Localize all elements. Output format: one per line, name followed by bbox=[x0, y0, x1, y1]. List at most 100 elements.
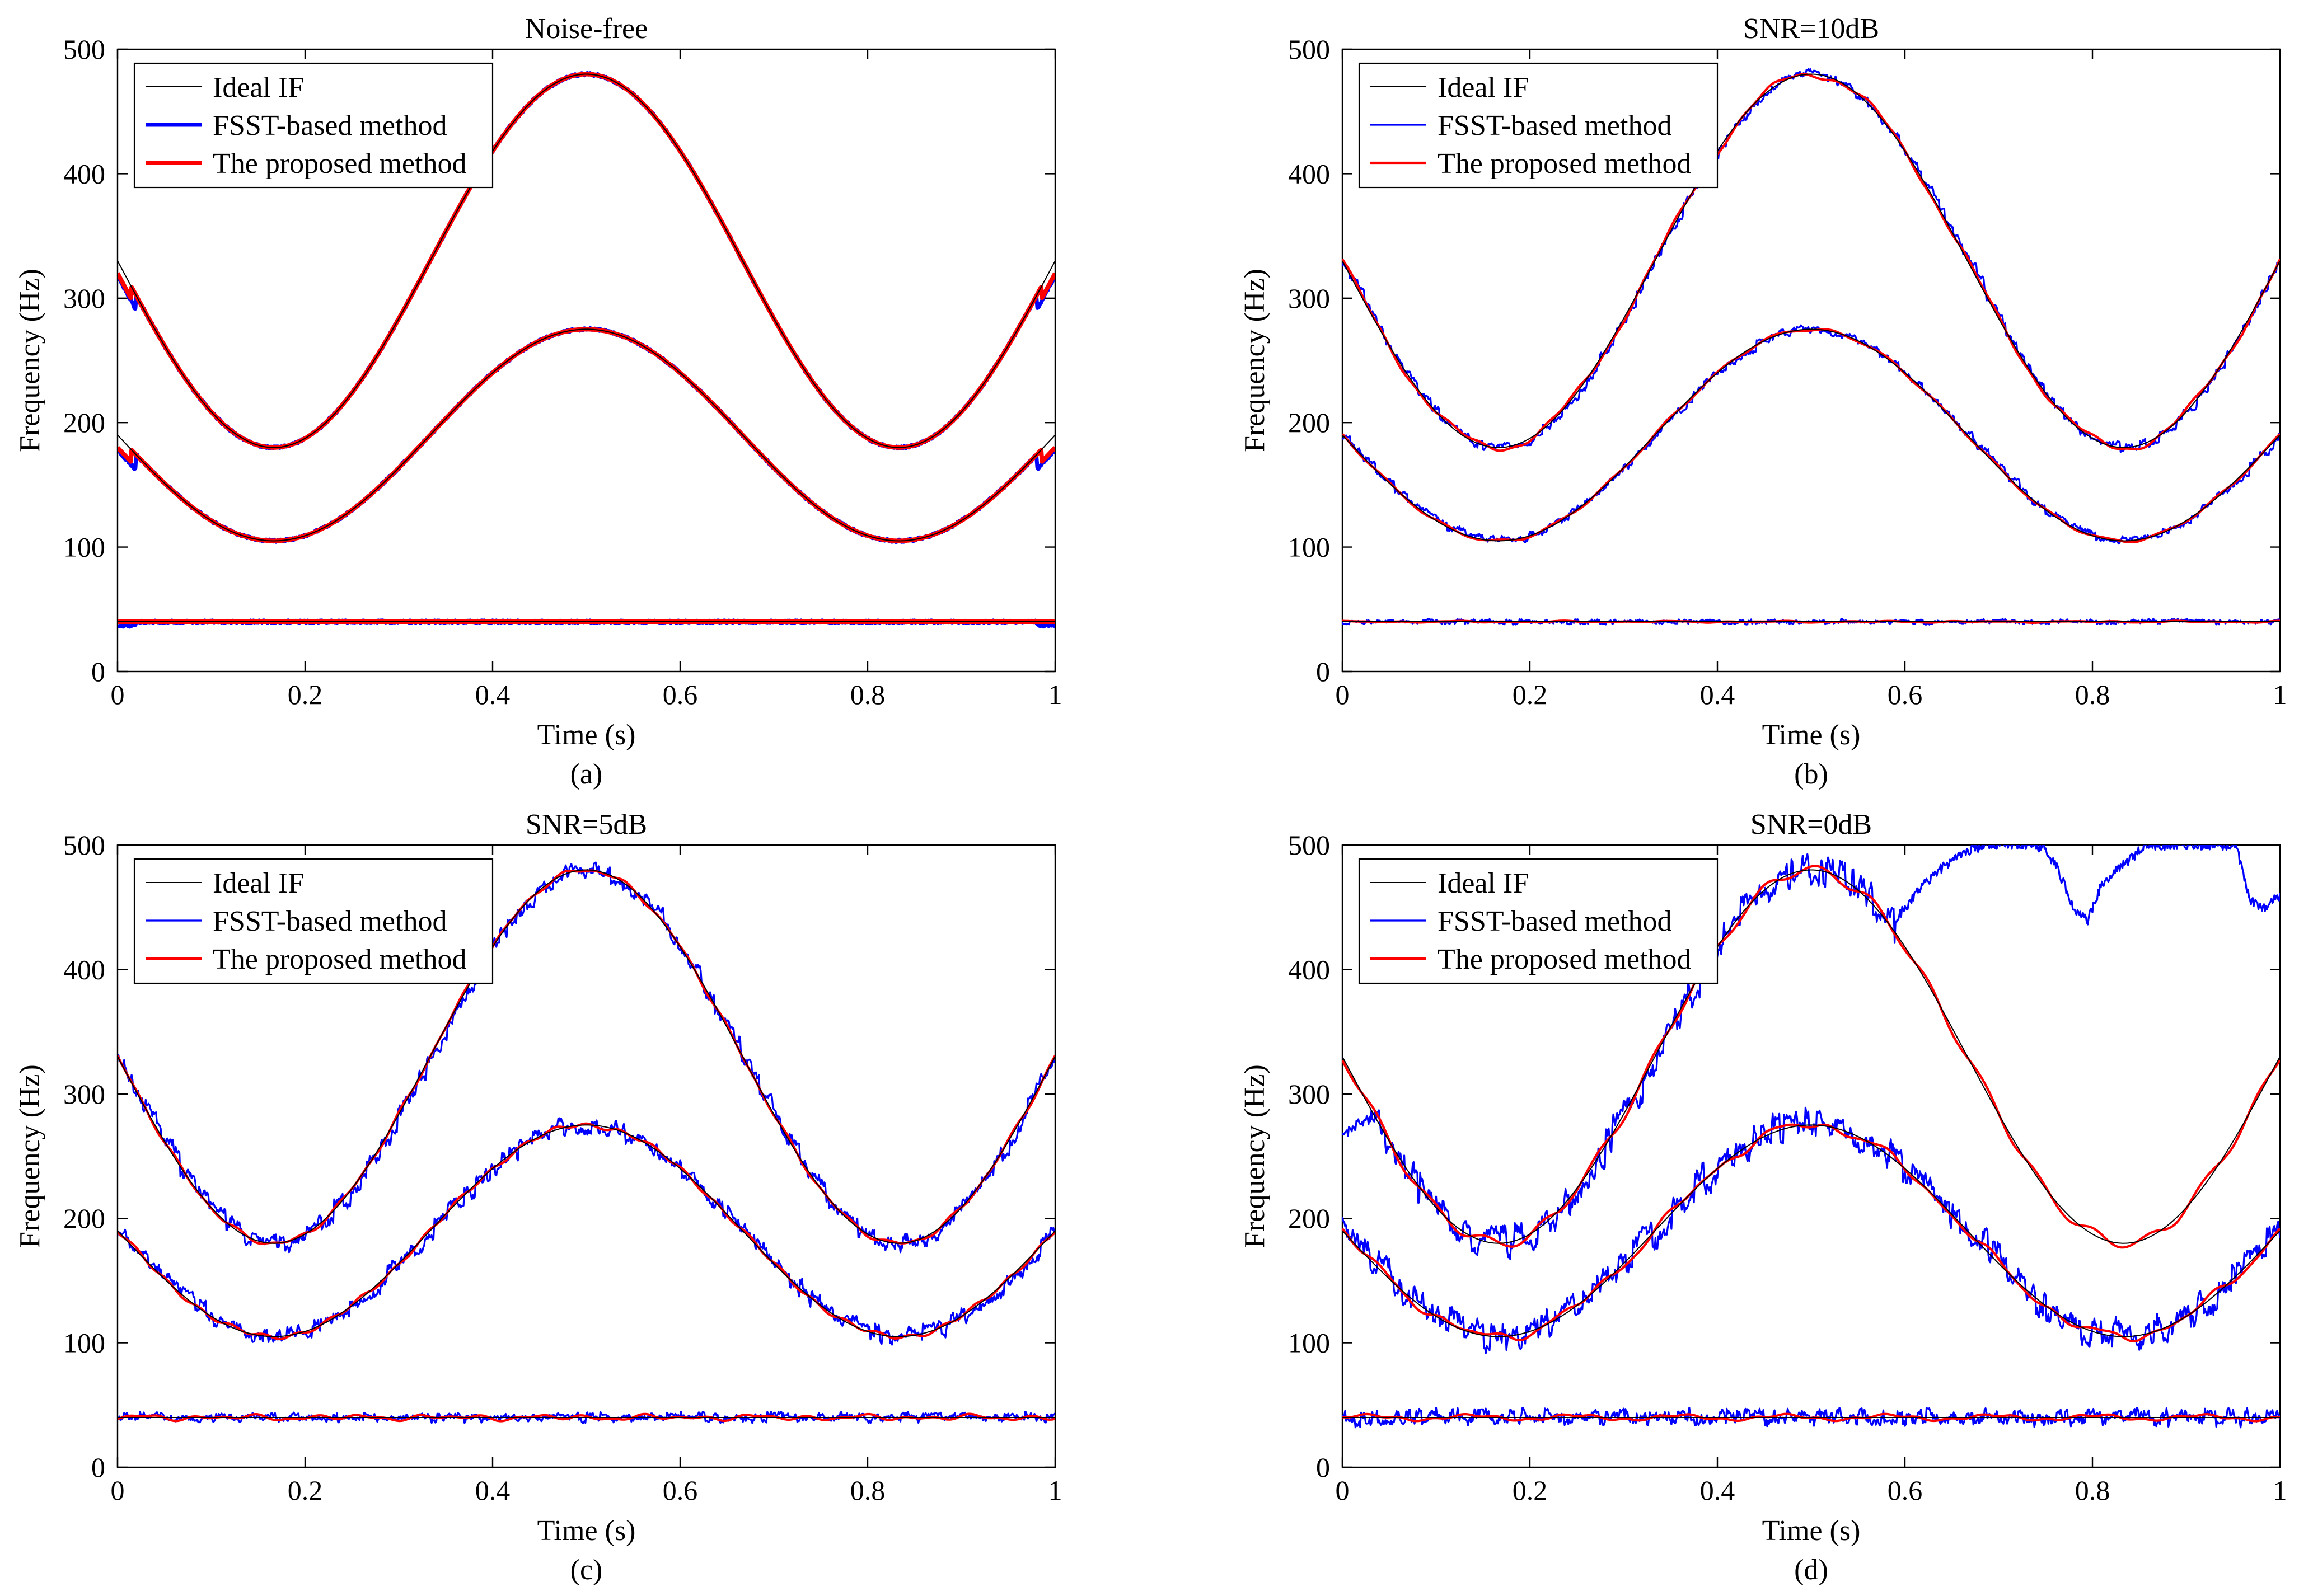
y-tick-label: 100 bbox=[63, 1327, 105, 1359]
y-axis-label: Frequency (Hz) bbox=[14, 269, 46, 452]
chart-title: SNR=5dB bbox=[526, 809, 647, 841]
x-axis-label: Time (s) bbox=[537, 1515, 636, 1547]
legend-label: Ideal IF bbox=[1438, 72, 1529, 104]
fsst-series-component-1 bbox=[1342, 845, 2280, 1260]
ideal-if-component-2 bbox=[118, 1124, 1055, 1337]
x-tick-label: 1 bbox=[2273, 1475, 2287, 1506]
ideal-if-component-1 bbox=[118, 73, 1055, 448]
y-tick-label: 500 bbox=[1288, 34, 1330, 65]
y-tick-label: 200 bbox=[63, 1203, 105, 1234]
x-tick-label: 0.4 bbox=[1700, 679, 1735, 710]
legend-label: The proposed method bbox=[213, 148, 466, 180]
panel-caption: (b) bbox=[1794, 758, 1828, 790]
chart-title: Noise-free bbox=[525, 13, 648, 45]
x-tick-label: 0.8 bbox=[2075, 1475, 2110, 1506]
series-group-a bbox=[118, 71, 1055, 629]
y-tick-label: 400 bbox=[1288, 954, 1330, 985]
ideal-if-component-2 bbox=[118, 328, 1055, 542]
y-tick-label: 500 bbox=[63, 34, 105, 65]
legend-label: FSST-based method bbox=[1438, 110, 1671, 142]
y-tick-label: 400 bbox=[63, 158, 105, 189]
legend-label: FSST-based method bbox=[1438, 905, 1671, 937]
legend-label: Ideal IF bbox=[1438, 867, 1529, 899]
x-tick-label: 0 bbox=[1336, 679, 1350, 710]
x-tick-label: 1 bbox=[1048, 1475, 1062, 1506]
x-tick-label: 0 bbox=[111, 1475, 125, 1506]
proposed-series-component-1 bbox=[1342, 865, 2280, 1249]
panel-b: 0 0.2 0.4 0.6 0.8 1 0 100 200 300 400 500 SNR=10dB Ti… bbox=[1239, 13, 2287, 790]
proposed-series-component-2 bbox=[118, 1122, 1055, 1341]
fsst-series-component-1 bbox=[1342, 68, 2280, 453]
panel-c: 0 0.2 0.4 0.6 0.8 1 0 100 200 300 400 500 SNR=5dB Tim… bbox=[14, 809, 1062, 1586]
proposed-series-component-3 bbox=[118, 1412, 1055, 1423]
plot-area-a bbox=[116, 48, 1056, 673]
chart-title: SNR=10dB bbox=[1743, 13, 1879, 45]
legend: Ideal IF FSST-based method The proposed me… bbox=[133, 858, 494, 984]
x-tick-label: 0.6 bbox=[1888, 1475, 1923, 1506]
chart-title: SNR=0dB bbox=[1750, 809, 1872, 841]
plot-area-b bbox=[1341, 48, 2281, 673]
ideal-if-component-2 bbox=[1342, 1124, 2280, 1337]
panel-caption: (c) bbox=[570, 1554, 603, 1586]
legend: Ideal IF FSST-based method The proposed me… bbox=[133, 62, 494, 189]
panel-d: 0 0.2 0.4 0.6 0.8 1 0 100 200 300 400 500 SNR=0dB Tim… bbox=[1239, 809, 2287, 1586]
x-tick-label: 0 bbox=[1336, 1475, 1350, 1506]
legend: Ideal IF FSST-based method The proposed me… bbox=[1358, 62, 1719, 189]
y-tick-label: 0 bbox=[91, 656, 105, 687]
x-axis-label: Time (s) bbox=[1762, 719, 1861, 751]
y-axis-label: Frequency (Hz) bbox=[1239, 1064, 1271, 1248]
fsst-series-component-1 bbox=[118, 861, 1055, 1254]
proposed-series-component-2 bbox=[1342, 328, 2280, 543]
y-tick-label: 400 bbox=[63, 954, 105, 985]
y-tick-label: 100 bbox=[1288, 532, 1330, 563]
series-group-c bbox=[118, 861, 1055, 1424]
y-tick-label: 0 bbox=[91, 1452, 105, 1483]
y-tick-label: 300 bbox=[63, 283, 105, 314]
plot-area-c bbox=[116, 844, 1056, 1468]
x-tick-label: 0.4 bbox=[475, 679, 511, 710]
y-tick-label: 300 bbox=[63, 1078, 105, 1110]
x-tick-label: 0.8 bbox=[850, 679, 886, 710]
panel-a: 0 0.2 0.4 0.6 0.8 1 0 100 200 300 400 500 Noise-free… bbox=[14, 13, 1062, 790]
x-tick-label: 0.2 bbox=[288, 679, 323, 710]
x-tick-label: 0.4 bbox=[475, 1475, 511, 1506]
x-tick-label: 0.4 bbox=[1700, 1475, 1735, 1506]
series-group-b bbox=[1342, 68, 2280, 626]
x-tick-label: 0.6 bbox=[1888, 679, 1923, 710]
proposed-series-component-2 bbox=[1342, 1123, 2280, 1342]
ideal-if-component-1 bbox=[118, 869, 1055, 1244]
panel-caption: (a) bbox=[570, 758, 603, 790]
x-tick-label: 0.8 bbox=[850, 1475, 886, 1506]
y-tick-label: 300 bbox=[1288, 283, 1330, 314]
x-tick-label: 0.6 bbox=[663, 1475, 698, 1506]
legend-label: Ideal IF bbox=[213, 72, 304, 104]
legend-label: FSST-based method bbox=[213, 905, 447, 937]
y-tick-label: 200 bbox=[1288, 407, 1330, 438]
series-group-d bbox=[1342, 845, 2280, 1429]
x-axis-label: Time (s) bbox=[537, 719, 636, 751]
proposed-series-component-1 bbox=[1342, 73, 2280, 452]
x-tick-label: 0 bbox=[111, 679, 125, 710]
y-tick-label: 0 bbox=[1316, 1452, 1330, 1483]
legend-label: The proposed method bbox=[1438, 943, 1691, 975]
legend-label: Ideal IF bbox=[213, 867, 304, 899]
legend-label: The proposed method bbox=[213, 943, 466, 975]
legend-label: FSST-based method bbox=[213, 110, 447, 142]
y-tick-label: 0 bbox=[1316, 656, 1330, 687]
y-tick-label: 100 bbox=[63, 532, 105, 563]
x-tick-label: 0.2 bbox=[1513, 1475, 1548, 1506]
x-axis-label: Time (s) bbox=[1762, 1515, 1861, 1547]
y-tick-label: 200 bbox=[1288, 1203, 1330, 1234]
y-tick-label: 500 bbox=[63, 829, 105, 861]
x-tick-label: 1 bbox=[1048, 679, 1062, 710]
ideal-if-component-1 bbox=[1342, 869, 2280, 1244]
x-tick-label: 0.6 bbox=[663, 679, 698, 710]
panel-caption: (d) bbox=[1794, 1554, 1828, 1586]
y-tick-label: 200 bbox=[63, 407, 105, 438]
y-axis-label: Frequency (Hz) bbox=[1239, 269, 1271, 452]
x-tick-label: 0.2 bbox=[1513, 679, 1548, 710]
ideal-if-component-2 bbox=[1342, 328, 2280, 542]
y-axis-label: Frequency (Hz) bbox=[14, 1064, 46, 1248]
legend-label: The proposed method bbox=[1438, 148, 1691, 180]
